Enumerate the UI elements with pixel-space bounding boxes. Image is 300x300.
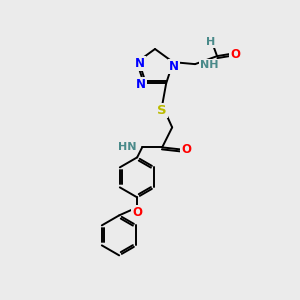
Text: O: O [132, 206, 142, 219]
Text: O: O [181, 143, 191, 156]
Text: N: N [136, 78, 146, 91]
Text: NH: NH [200, 60, 219, 70]
Text: H: H [206, 37, 216, 47]
Text: N: N [135, 57, 145, 70]
Text: S: S [158, 104, 167, 117]
Text: O: O [230, 48, 240, 61]
Text: HN: HN [118, 142, 136, 152]
Text: N: N [169, 60, 179, 73]
